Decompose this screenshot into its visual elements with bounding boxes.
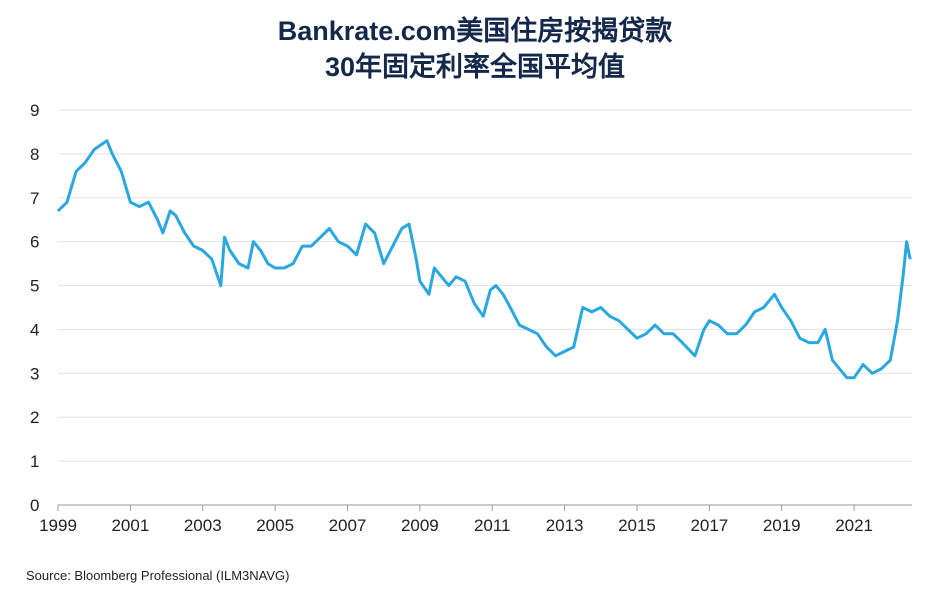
x-tick-label: 2005	[256, 516, 294, 535]
source-note: Source: Bloomberg Professional (ILM3NAVG…	[26, 568, 289, 583]
x-tick-label: 2021	[835, 516, 873, 535]
y-tick-label: 7	[30, 189, 39, 208]
y-tick-label: 0	[30, 496, 39, 515]
x-tick-label: 2019	[763, 516, 801, 535]
y-tick-label: 8	[30, 145, 39, 164]
y-tick-label: 5	[30, 277, 39, 296]
x-tick-label: 1999	[39, 516, 77, 535]
chart-title: 30年固定利率全国平均值	[325, 51, 625, 82]
data-line	[56, 139, 912, 380]
x-tick-label: 2017	[690, 516, 728, 535]
x-tick-label: 2013	[546, 516, 584, 535]
x-tick-label: 2001	[111, 516, 149, 535]
x-tick-label: 2011	[474, 516, 511, 535]
chart-title: Bankrate.com美国住房按揭贷款	[278, 15, 674, 46]
y-tick-label: 2	[30, 408, 39, 427]
y-tick-label: 4	[30, 320, 39, 339]
y-tick-label: 3	[30, 364, 39, 383]
x-tick-label: 2009	[401, 516, 439, 535]
y-tick-label: 1	[30, 452, 39, 471]
y-tick-label: 6	[30, 233, 39, 252]
x-tick-label: 2015	[618, 516, 656, 535]
x-tick-label: 2003	[184, 516, 222, 535]
y-tick-label: 9	[30, 101, 39, 120]
x-tick-label: 2007	[329, 516, 367, 535]
